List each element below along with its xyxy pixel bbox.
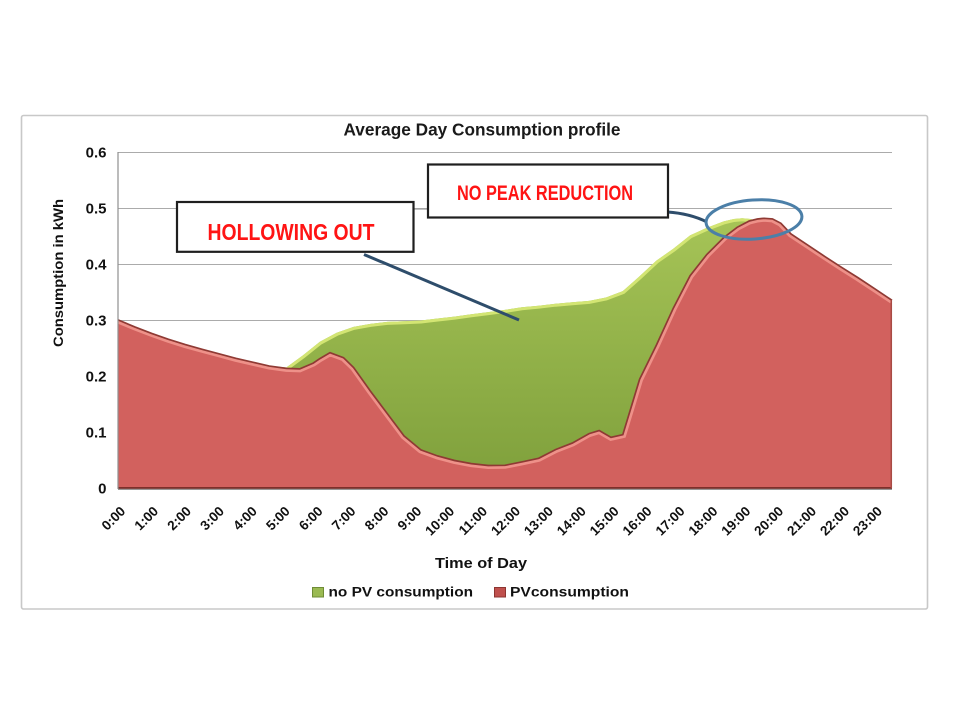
svg-text:0.1: 0.1 — [86, 425, 107, 442]
svg-text:0.5: 0.5 — [86, 201, 107, 218]
svg-text:0.2: 0.2 — [86, 369, 107, 386]
svg-text:0.3: 0.3 — [86, 313, 107, 330]
svg-text:0.6: 0.6 — [86, 145, 107, 162]
svg-text:0: 0 — [98, 481, 106, 498]
svg-text:Time of Day: Time of Day — [435, 555, 528, 572]
svg-text:0.4: 0.4 — [86, 257, 108, 274]
svg-text:Average Day Consumption profil: Average Day Consumption profile — [344, 120, 621, 140]
svg-text:NO PEAK REDUCTION: NO PEAK REDUCTION — [457, 182, 633, 205]
svg-text:Consumption in kWh: Consumption in kWh — [51, 199, 66, 347]
svg-text:HOLLOWING OUT: HOLLOWING OUT — [208, 219, 375, 245]
svg-text:no PV consumption: no PV consumption — [329, 585, 474, 600]
svg-text:PVconsumption: PVconsumption — [510, 585, 629, 600]
